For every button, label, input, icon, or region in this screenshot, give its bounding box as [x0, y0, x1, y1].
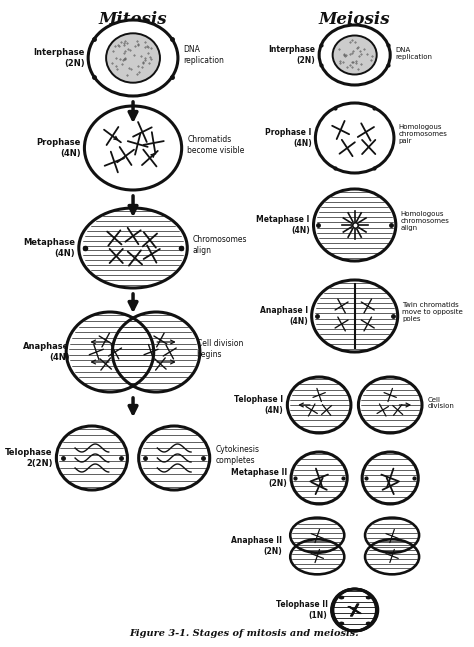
Text: Telophase
2(2N): Telophase 2(2N) [5, 448, 53, 468]
Ellipse shape [290, 539, 344, 575]
Text: Homologous
chromosomes
align: Homologous chromosomes align [401, 211, 449, 231]
Text: Figure 3-1. Stages of mitosis and meiosis.: Figure 3-1. Stages of mitosis and meiosi… [129, 629, 359, 638]
Text: Cell
division: Cell division [428, 397, 455, 410]
Ellipse shape [333, 36, 377, 74]
Ellipse shape [332, 589, 377, 631]
Ellipse shape [358, 377, 422, 433]
Text: Prophase
(4N): Prophase (4N) [36, 138, 81, 158]
Ellipse shape [313, 189, 396, 261]
Ellipse shape [333, 589, 378, 631]
Ellipse shape [79, 208, 187, 288]
Text: Cytokinesis
completes: Cytokinesis completes [215, 445, 259, 465]
Ellipse shape [112, 312, 200, 392]
Text: Telophase I
(4N): Telophase I (4N) [235, 395, 283, 415]
Text: Cell division
begins: Cell division begins [197, 339, 243, 358]
Text: Homologous
chromosomes
pair: Homologous chromosomes pair [399, 124, 447, 144]
Ellipse shape [319, 25, 390, 85]
Text: Meiosis: Meiosis [319, 11, 391, 28]
Ellipse shape [331, 589, 376, 631]
Text: Mitosis: Mitosis [99, 11, 167, 28]
Text: Metaphase I
(4N): Metaphase I (4N) [256, 215, 310, 235]
Text: Anaphase II
(2N): Anaphase II (2N) [231, 536, 282, 556]
Ellipse shape [66, 312, 154, 392]
Ellipse shape [291, 452, 347, 504]
Ellipse shape [56, 426, 128, 490]
Ellipse shape [315, 103, 394, 173]
Text: DNA
replication: DNA replication [183, 45, 224, 65]
Text: Chromosomes
align: Chromosomes align [193, 236, 247, 255]
Text: Telophase II
(1N): Telophase II (1N) [275, 600, 328, 620]
Text: Anaphase I
(4N): Anaphase I (4N) [260, 306, 308, 325]
Text: Interphase
(2N): Interphase (2N) [268, 45, 315, 65]
Text: Chromatids
become visible: Chromatids become visible [187, 135, 245, 155]
Ellipse shape [88, 20, 178, 96]
Ellipse shape [333, 589, 377, 631]
Ellipse shape [362, 452, 418, 504]
Text: Anaphase
(4N): Anaphase (4N) [23, 342, 70, 362]
Text: Interphase
(2N): Interphase (2N) [33, 49, 84, 68]
Ellipse shape [365, 518, 419, 553]
Ellipse shape [311, 280, 398, 352]
Ellipse shape [287, 377, 351, 433]
Text: Prophase I
(4N): Prophase I (4N) [265, 128, 311, 148]
Text: Metaphase II
(2N): Metaphase II (2N) [231, 468, 287, 488]
Ellipse shape [365, 539, 419, 575]
Text: Metaphase
(4N): Metaphase (4N) [23, 238, 75, 258]
Ellipse shape [139, 426, 210, 490]
Ellipse shape [106, 33, 160, 83]
Text: DNA
replication: DNA replication [395, 47, 432, 60]
Ellipse shape [84, 106, 182, 190]
Text: Twin chromatids
move to opposite
poles: Twin chromatids move to opposite poles [402, 302, 463, 322]
Ellipse shape [290, 518, 344, 553]
